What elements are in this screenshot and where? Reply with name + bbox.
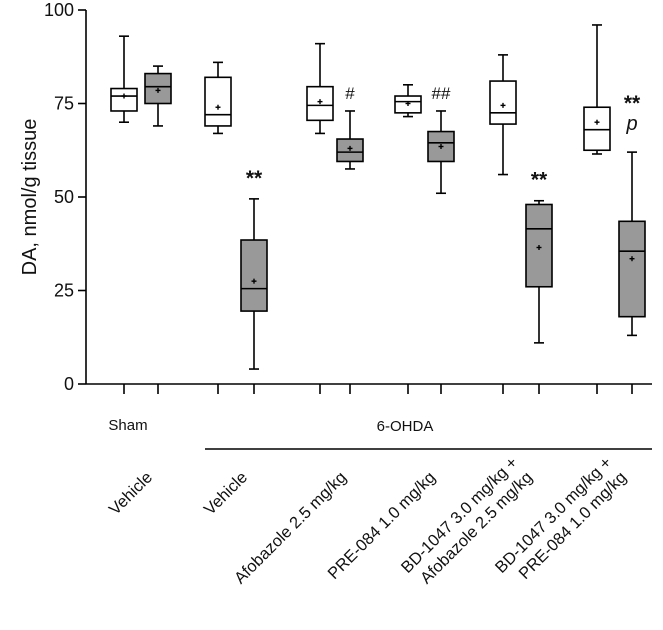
- box-4: [240, 198, 268, 370]
- significance-annotation: **: [246, 167, 263, 190]
- y-axis-title: DA, nmol/g tissue: [19, 119, 41, 276]
- box-1: [110, 35, 138, 123]
- significance-annotation: ##: [432, 84, 451, 103]
- box-iqr: [204, 76, 232, 127]
- group-label-6ohda: 6-OHDA: [377, 418, 434, 435]
- box-10: [525, 199, 553, 344]
- significance-annotation: **: [624, 92, 641, 115]
- significance-annotation: p: [625, 113, 637, 135]
- box-5: [306, 42, 334, 135]
- box-8: [427, 110, 455, 195]
- box-6: [336, 110, 364, 170]
- box-iqr: [240, 239, 268, 312]
- box-12: [618, 151, 646, 337]
- box-7: [394, 84, 422, 118]
- box-iqr: [489, 80, 517, 125]
- y-tick-label: 75: [54, 94, 74, 114]
- significance-annotation: **: [531, 169, 548, 192]
- y-tick-label: 25: [54, 281, 74, 301]
- category-label-line: Vehicle: [106, 468, 156, 518]
- box-2: [144, 65, 172, 127]
- y-tick-label: 0: [64, 374, 74, 394]
- y-tick-label: 50: [54, 187, 74, 207]
- box-iqr: [110, 87, 138, 112]
- box-iqr: [618, 220, 646, 318]
- category-label-1: Vehicle: [106, 468, 156, 518]
- box-iqr: [583, 106, 611, 152]
- box-9: [489, 54, 517, 176]
- box-3: [204, 61, 232, 135]
- box-11: [583, 24, 611, 155]
- group-label-sham: Sham: [108, 417, 147, 434]
- significance-annotation: #: [345, 84, 355, 103]
- category-label-2: Vehicle: [201, 468, 251, 518]
- category-label-line: Vehicle: [201, 468, 251, 518]
- y-tick-label: 100: [44, 0, 74, 20]
